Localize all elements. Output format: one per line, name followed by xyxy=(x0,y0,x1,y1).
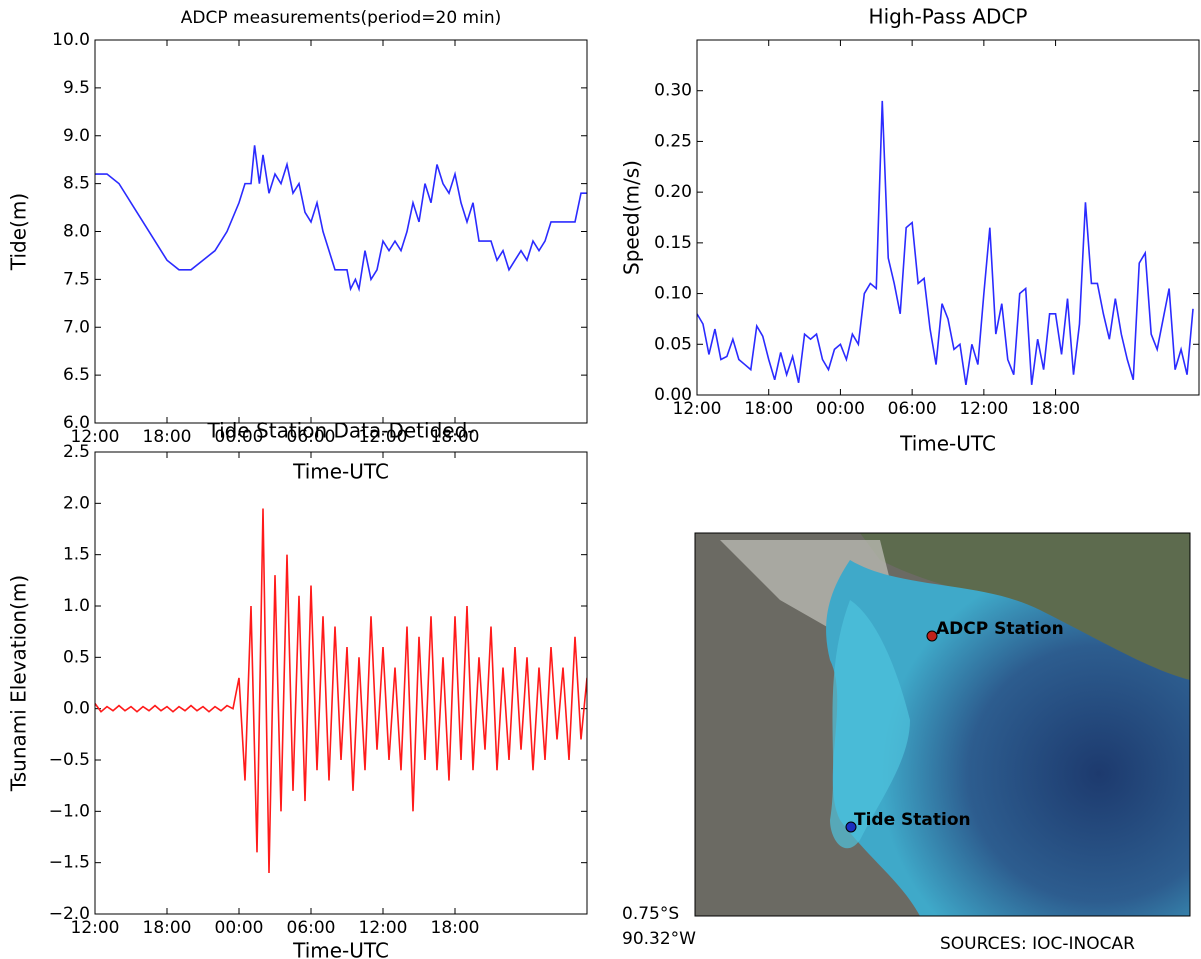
y-tick-label: 6.5 xyxy=(63,365,90,385)
y-tick-label: 7.0 xyxy=(63,317,90,337)
plot-frame xyxy=(94,451,588,915)
x-tick-label: 12:00 xyxy=(359,427,408,447)
y-tick-label: 8.0 xyxy=(63,222,90,242)
chart-title: Tide Station Data-Detided- xyxy=(207,419,475,443)
y-tick-label: 0.00 xyxy=(654,385,692,405)
tide-marker xyxy=(845,821,857,833)
x-tick-label: 00:00 xyxy=(215,918,264,938)
y-tick-label: 0.15 xyxy=(654,233,692,253)
line-series xyxy=(95,508,587,873)
x-tick-label: 18:00 xyxy=(744,399,793,419)
map-panel: ADCP Station Tide Station 0.75°S 90.32°W… xyxy=(622,532,1191,954)
y-tick-label: 0.0 xyxy=(63,699,90,719)
station-label: ADCP Station xyxy=(936,619,1064,639)
map-vegetation xyxy=(860,533,1190,690)
x-axis-label: Time-UTC xyxy=(899,432,996,456)
plot-frame xyxy=(696,39,1200,396)
map-shallows xyxy=(830,600,910,849)
y-tick-label: 0.20 xyxy=(654,182,692,202)
plot-frame xyxy=(94,39,588,424)
y-axis-label: Speed(m/s) xyxy=(620,160,644,275)
y-tick-label: 9.0 xyxy=(63,126,90,146)
x-tick-label: 18:00 xyxy=(1031,399,1080,419)
sources: SOURCES: IOC-INOCAR xyxy=(940,934,1135,954)
y-tick-label: 0.30 xyxy=(654,81,692,101)
x-tick-label: 12:00 xyxy=(359,918,408,938)
y-tick-label: 0.05 xyxy=(654,334,692,354)
y-tick-label: 7.5 xyxy=(63,269,90,289)
x-axis-label: Time-UTC xyxy=(292,460,389,484)
x-tick-label: 12:00 xyxy=(71,427,120,447)
x-tick-label: 18:00 xyxy=(143,427,192,447)
y-tick-label: 9.5 xyxy=(63,78,90,98)
x-tick-label: 00:00 xyxy=(215,427,264,447)
y-tick-label: −0.5 xyxy=(49,750,90,770)
y-tick-label: 2.0 xyxy=(63,493,90,513)
lon-label: 90.32°W xyxy=(622,929,696,949)
x-tick-label: 06:00 xyxy=(888,399,937,419)
x-tick-label: 12:00 xyxy=(71,918,120,938)
x-axis-label: Time-UTC xyxy=(292,939,389,959)
chart-title: High-Pass ADCP xyxy=(869,5,1028,29)
y-tick-label: 8.5 xyxy=(63,174,90,194)
line-series xyxy=(697,100,1194,385)
map-frame xyxy=(694,532,1191,917)
x-tick-label: 18:00 xyxy=(431,427,480,447)
y-tick-label: −2.0 xyxy=(49,904,90,924)
x-tick-label: 12:00 xyxy=(959,399,1008,419)
y-tick-label: 1.5 xyxy=(63,545,90,565)
y-tick-label: 0.10 xyxy=(654,284,692,304)
x-tick-label: 06:00 xyxy=(287,427,336,447)
y-tick-label: 0.25 xyxy=(654,131,692,151)
adcp-marker xyxy=(926,630,938,642)
y-axis-label: Tsunami Elevation(m) xyxy=(7,575,31,792)
y-tick-label: −1.0 xyxy=(49,801,90,821)
x-tick-label: 06:00 xyxy=(287,918,336,938)
lat-label: 0.75°S xyxy=(622,904,679,924)
line-series xyxy=(95,145,587,293)
y-tick-label: 0.5 xyxy=(63,647,90,667)
y-tick-label: 10.0 xyxy=(52,30,90,50)
x-tick-label: 18:00 xyxy=(143,918,192,938)
y-tick-label: 2.5 xyxy=(63,442,90,462)
x-tick-label: 12:00 xyxy=(673,399,722,419)
y-tick-label: −1.5 xyxy=(49,853,90,873)
y-tick-label: 6.0 xyxy=(63,413,90,433)
map-sea xyxy=(826,560,1190,916)
chart-title: ADCP measurements(period=20 min) xyxy=(181,8,501,28)
y-axis-label: Tide(m) xyxy=(7,193,31,271)
y-tick-label: 1.0 xyxy=(63,596,90,616)
x-tick-label: 00:00 xyxy=(816,399,865,419)
station-label: Tide Station xyxy=(854,810,971,830)
x-tick-label: 18:00 xyxy=(431,918,480,938)
